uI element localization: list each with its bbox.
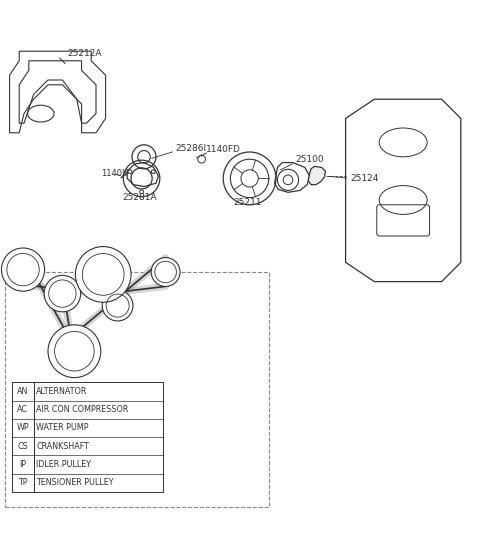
Text: TENSIONER PULLEY: TENSIONER PULLEY	[36, 478, 113, 487]
Circle shape	[151, 258, 180, 286]
Text: AC: AC	[17, 405, 28, 415]
Text: AIR CON COMPRESSOR: AIR CON COMPRESSOR	[36, 405, 128, 415]
Circle shape	[1, 248, 45, 291]
Text: WP: WP	[68, 347, 81, 356]
Text: 1140FD: 1140FD	[206, 145, 241, 154]
Polygon shape	[308, 166, 325, 184]
Text: 1140JF: 1140JF	[101, 169, 129, 178]
Circle shape	[102, 290, 133, 321]
Text: 25211: 25211	[233, 198, 262, 207]
Bar	[12, 382, 163, 492]
Text: TP: TP	[18, 478, 27, 487]
Text: IP: IP	[19, 460, 26, 469]
Text: 25286I: 25286I	[175, 144, 206, 153]
Text: CS: CS	[17, 442, 28, 451]
Text: 25100: 25100	[295, 154, 324, 164]
Text: IP: IP	[114, 301, 121, 310]
Text: TP: TP	[57, 289, 68, 298]
Text: AC: AC	[17, 265, 29, 274]
Circle shape	[75, 246, 131, 302]
Circle shape	[48, 325, 101, 378]
Text: 25212A: 25212A	[67, 49, 102, 58]
Text: WP: WP	[16, 423, 29, 432]
Text: CS: CS	[97, 270, 109, 279]
Text: AN: AN	[159, 268, 172, 276]
Text: 25281A: 25281A	[122, 193, 156, 202]
Text: 25124: 25124	[350, 174, 379, 183]
Text: WATER PUMP: WATER PUMP	[36, 423, 88, 432]
Circle shape	[44, 275, 81, 312]
Text: CRANKSHAFT: CRANKSHAFT	[36, 442, 89, 451]
Text: ALTERNATOR: ALTERNATOR	[36, 387, 87, 396]
Text: AN: AN	[17, 387, 28, 396]
Text: IDLER PULLEY: IDLER PULLEY	[36, 460, 91, 469]
